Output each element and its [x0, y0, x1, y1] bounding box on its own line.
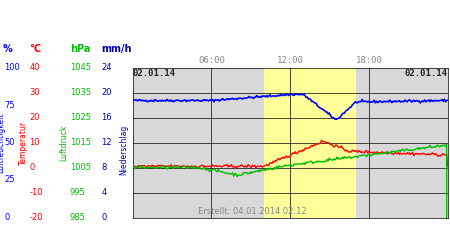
- Text: 4: 4: [101, 188, 107, 197]
- Text: %: %: [2, 44, 12, 54]
- Text: -10: -10: [29, 188, 43, 197]
- Text: 75: 75: [4, 100, 15, 110]
- Text: 8: 8: [101, 163, 107, 172]
- Text: 50: 50: [4, 138, 15, 147]
- Text: 02.01.14: 02.01.14: [405, 69, 448, 78]
- Text: 1025: 1025: [70, 113, 91, 122]
- Text: hPa: hPa: [70, 44, 90, 54]
- Text: -20: -20: [29, 213, 43, 222]
- Text: Temperatur: Temperatur: [19, 120, 28, 164]
- Text: 40: 40: [29, 63, 40, 72]
- Text: 06:00: 06:00: [198, 56, 225, 65]
- Text: 1015: 1015: [70, 138, 91, 147]
- Text: 100: 100: [4, 63, 20, 72]
- Text: 985: 985: [70, 213, 86, 222]
- Text: 30: 30: [29, 88, 40, 97]
- Text: 20: 20: [29, 113, 40, 122]
- Text: 24: 24: [101, 63, 112, 72]
- Text: 12:00: 12:00: [277, 56, 304, 65]
- Text: 1045: 1045: [70, 63, 91, 72]
- Text: Niederschlag: Niederschlag: [119, 125, 128, 175]
- Text: 1035: 1035: [70, 88, 91, 97]
- Text: 20: 20: [101, 88, 112, 97]
- Text: 0: 0: [29, 163, 35, 172]
- Text: 18:00: 18:00: [356, 56, 382, 65]
- Text: 25: 25: [4, 176, 15, 184]
- Text: 16: 16: [101, 113, 112, 122]
- Text: Luftfeuchtigkeit: Luftfeuchtigkeit: [0, 112, 5, 173]
- Text: 10: 10: [29, 138, 40, 147]
- Text: °C: °C: [29, 44, 41, 54]
- Text: Luftdruck: Luftdruck: [59, 124, 68, 161]
- Text: 02.01.14: 02.01.14: [133, 69, 176, 78]
- Text: Erstellt: 04.01.2014 02:12: Erstellt: 04.01.2014 02:12: [198, 207, 307, 216]
- Text: 0: 0: [4, 213, 10, 222]
- Text: 1005: 1005: [70, 163, 91, 172]
- Text: 12: 12: [101, 138, 112, 147]
- Text: 0: 0: [101, 213, 107, 222]
- Text: mm/h: mm/h: [101, 44, 132, 54]
- Bar: [264, 68, 356, 218]
- Text: 995: 995: [70, 188, 86, 197]
